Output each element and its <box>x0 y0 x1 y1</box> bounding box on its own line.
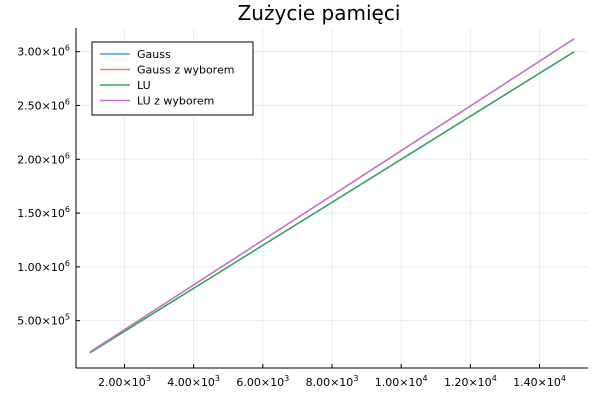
x-tick-label: 6.00×103 <box>236 374 289 389</box>
series-lines <box>89 38 575 354</box>
x-tick-label: 1.20×104 <box>444 374 497 389</box>
x-tick-label: 4.00×103 <box>167 374 220 389</box>
x-tick-label: 2.00×103 <box>98 374 151 389</box>
series-line-3 <box>89 51 575 354</box>
axes: 2.00×103 4.00×103 6.00×103 8.00×103 1.00×104… <box>17 28 588 389</box>
y-tick-label: 2.00×106 <box>17 151 70 166</box>
legend-label: LU z wyborem <box>137 95 214 108</box>
y-tick-label: 3.00×106 <box>17 44 70 59</box>
x-tick-label: 8.00×103 <box>306 374 359 389</box>
y-tick-label: 5.00×105 <box>17 313 70 328</box>
chart-title: Zużycie pamięci <box>238 1 401 25</box>
x-tick-label: 1.40×104 <box>513 374 566 389</box>
legend-label: Gauss <box>137 48 171 61</box>
legend-label: Gauss z wyborem <box>137 64 234 77</box>
series-line-4 <box>89 38 575 353</box>
x-tick-label: 1.00×104 <box>375 374 428 389</box>
legend-label: LU <box>137 79 151 92</box>
y-tick-label: 2.50×106 <box>17 97 70 112</box>
y-tick-label: 1.00×106 <box>17 259 70 274</box>
legend: Gauss Gauss z wyborem LU LU z wyborem <box>91 41 254 116</box>
y-tick-label: 1.50×106 <box>17 205 70 220</box>
